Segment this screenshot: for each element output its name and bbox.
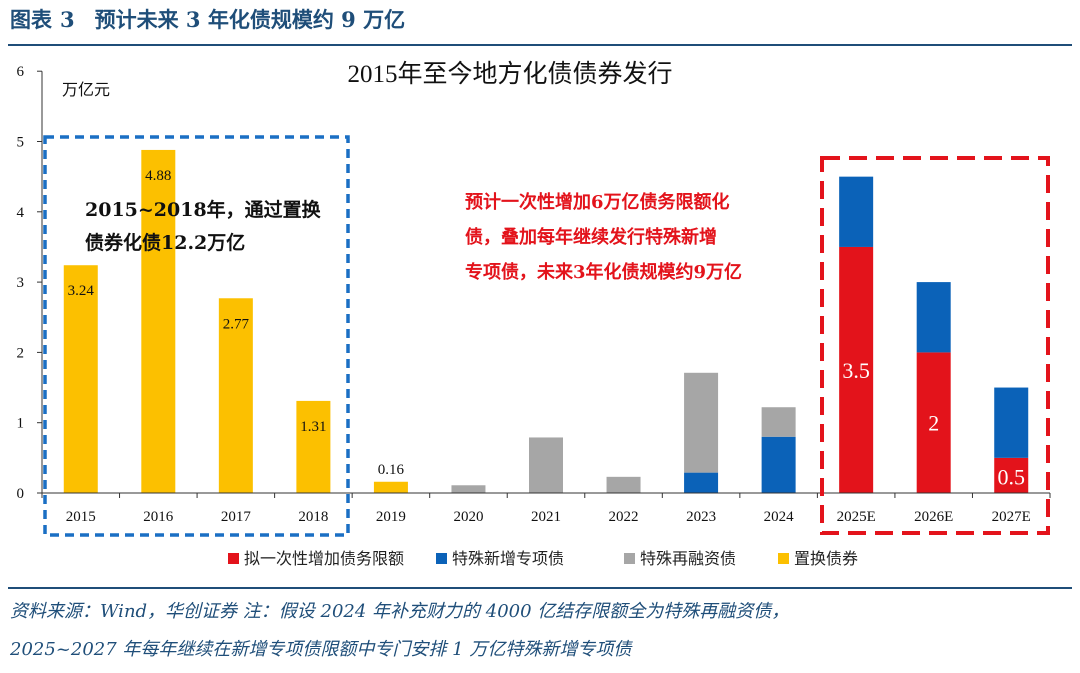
y-axis: 0 1 2 3 4 5 6 (17, 64, 43, 502)
right-highlight-box (820, 156, 1050, 535)
x-tick-label-2023: 2023 (686, 509, 716, 525)
data-label-2015: 3.24 (68, 283, 95, 299)
data-label-2018: 1.31 (300, 419, 326, 435)
x-tick-label-2019: 2019 (376, 509, 406, 525)
right-annotation-line: 债，叠加每年继续发行特殊新增 (465, 226, 717, 248)
right-annotation-line: 专项债，未来3年化债规模约9万亿 (465, 261, 742, 283)
y-tick-label: 3 (17, 275, 25, 291)
data-labels: 3.24 4.88 2.77 1.31 0.16 3.5 2 0.5 (68, 168, 1025, 489)
bar-2027E-特殊新增专项债 (994, 387, 1029, 458)
x-tick-label-2022: 2022 (609, 509, 639, 525)
bar-2025E-特殊新增专项债 (839, 176, 874, 247)
source-note-line1: 资料来源：Wind，华创证券 注：假设 2024 年补充财力的 4000 亿结存… (10, 601, 790, 622)
x-tick-label-2020: 2020 (453, 509, 483, 525)
y-tick-label: 1 (17, 416, 25, 432)
source-note-line2: 2025~2027 年每年继续在新增专项债限额中专门安排 1 万亿特殊新增专项债 (10, 639, 632, 660)
bar-2027E-拟一次性增加债务限额 (994, 457, 1029, 493)
x-axis: 2015 2016 2017 2018 2019 2020 2021 2022 2023 2024… (41, 492, 1051, 525)
bar-2023-特殊再融资债 (684, 372, 719, 473)
legend-swatch (778, 553, 789, 564)
figure-header: 图表 3 预计未来 3 年化债规模约 9 万亿 (10, 4, 405, 34)
legend-label: 特殊再融资债 (640, 549, 736, 568)
y-tick-label: 2 (17, 345, 25, 361)
bar-2016-置换债券 (141, 149, 176, 493)
chart-title: 2015年至今地方化债债券发行 (347, 60, 672, 88)
bar-2021-特殊再融资债 (529, 437, 563, 493)
bar-2017-置换债券 (218, 298, 253, 493)
bar-2022-特殊再融资债 (606, 476, 641, 493)
bar-2026E-拟一次性增加债务限额 (916, 352, 951, 493)
bars (63, 149, 1029, 493)
x-tick-label-2024: 2024 (764, 509, 795, 525)
legend-swatch (436, 553, 447, 564)
legend-swatch (624, 553, 635, 564)
left-highlight-box (43, 135, 350, 537)
legend-swatch (228, 553, 239, 564)
x-tick-label-2021: 2021 (531, 509, 561, 525)
y-tick-label: 0 (17, 486, 25, 502)
bar-2020-特殊再融资债 (451, 485, 486, 493)
bar-2026E-特殊新增专项债 (916, 282, 951, 353)
data-label-2019: 0.16 (378, 462, 405, 478)
data-label-2016: 4.88 (145, 168, 171, 184)
y-axis-unit: 万亿元 (62, 80, 110, 99)
footer-rule (8, 587, 1072, 589)
bar-2018-置换债券 (296, 400, 331, 493)
right-annotation-line: 预计一次性增加6万亿债务限额化 (465, 191, 730, 213)
bar-2024-特殊新增专项债 (761, 436, 796, 493)
data-label-2017: 2.77 (223, 316, 250, 332)
figure-caption: 预计未来 3 年化债规模约 9 万亿 (94, 7, 406, 32)
x-tick-label-2015: 2015 (66, 509, 96, 525)
bar-2025E-拟一次性增加债务限额 (839, 246, 874, 493)
legend-label: 拟一次性增加债务限额 (244, 549, 404, 568)
bar-2024-特殊再融资债 (761, 407, 796, 437)
left-annotation-line: 债券化债12.2万亿 (85, 231, 245, 254)
x-tick-label-2025E: 2025E (837, 509, 876, 525)
x-tick-label-2017: 2017 (221, 509, 252, 525)
data-label-2027E: 0.5 (997, 464, 1025, 489)
y-tick-label: 4 (17, 205, 25, 221)
x-tick-label-2026E: 2026E (914, 509, 953, 525)
bar-2023-特殊新增专项债 (684, 472, 719, 493)
legend-label: 置换债券 (794, 549, 858, 568)
figure-number: 3 (60, 7, 75, 32)
y-tick-label: 5 (17, 135, 25, 151)
x-tick-label-2018: 2018 (298, 509, 328, 525)
y-tick-label: 6 (17, 64, 25, 80)
chart: 2015年至今地方化债债券发行 万亿元 0 1 2 3 4 5 6 2015 2016 2017… (17, 60, 1051, 568)
data-label-2026E: 2 (928, 411, 939, 436)
data-label-2025E: 3.5 (842, 358, 870, 383)
figure-label: 图表 (10, 7, 52, 32)
legend-label: 特殊新增专项债 (452, 549, 564, 568)
legend: 拟一次性增加债务限额 特殊新增专项债 特殊再融资债 置换债券 (228, 549, 858, 568)
left-annotation-line: 2015~2018年，通过置换 (85, 198, 322, 221)
bar-2019-置换债券 (373, 481, 408, 493)
bar-2015-置换债券 (63, 265, 98, 493)
x-tick-label-2016: 2016 (143, 509, 174, 525)
highlight-boxes (43, 135, 1050, 537)
x-tick-label-2027E: 2027E (992, 509, 1031, 525)
header-rule (8, 44, 1072, 46)
